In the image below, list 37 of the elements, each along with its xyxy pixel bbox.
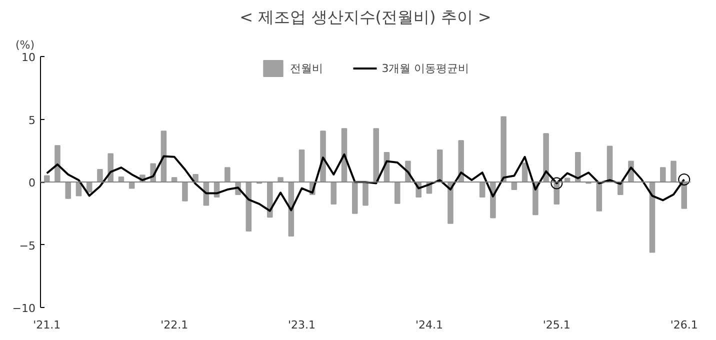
bar (44, 175, 50, 182)
bar (500, 116, 506, 182)
bar (543, 133, 549, 182)
y-tick-label: 10 (22, 51, 36, 64)
x-tick-label: '25.1 (542, 318, 570, 332)
legend-label: 3개월 이동평균비 (382, 60, 470, 76)
bar (575, 152, 581, 182)
legend-label: 전월비 (290, 60, 323, 76)
y-tick-label: −10 (12, 302, 36, 315)
bar (65, 182, 72, 199)
bar (97, 168, 103, 182)
y-tick-label: −5 (19, 239, 36, 252)
y-tick-label: 0 (28, 176, 36, 190)
bar (224, 167, 230, 182)
bar (352, 182, 358, 214)
x-tick-label: '22.1 (160, 318, 188, 332)
bar (182, 182, 188, 202)
x-tick-label: '21.1 (33, 318, 61, 332)
bar (681, 182, 688, 209)
bar (298, 149, 305, 182)
bar (479, 182, 486, 198)
bar (362, 182, 368, 206)
bar (394, 182, 400, 204)
y-axis-title: (%) (16, 38, 35, 52)
x-tick-label: '26.1 (670, 318, 698, 332)
bar (320, 130, 326, 182)
bar (330, 182, 337, 204)
x-tick-label: '24.1 (415, 318, 443, 332)
bar (373, 128, 380, 182)
bar (448, 182, 454, 224)
y-tick-label: 5 (28, 114, 36, 127)
bar (670, 160, 676, 182)
chart-title: < 제조업 생산지수(전월비) 추이 > (240, 8, 492, 26)
x-tick-label: '23.1 (288, 318, 316, 332)
bar (458, 140, 464, 182)
bar (649, 182, 656, 253)
bar (660, 167, 666, 182)
